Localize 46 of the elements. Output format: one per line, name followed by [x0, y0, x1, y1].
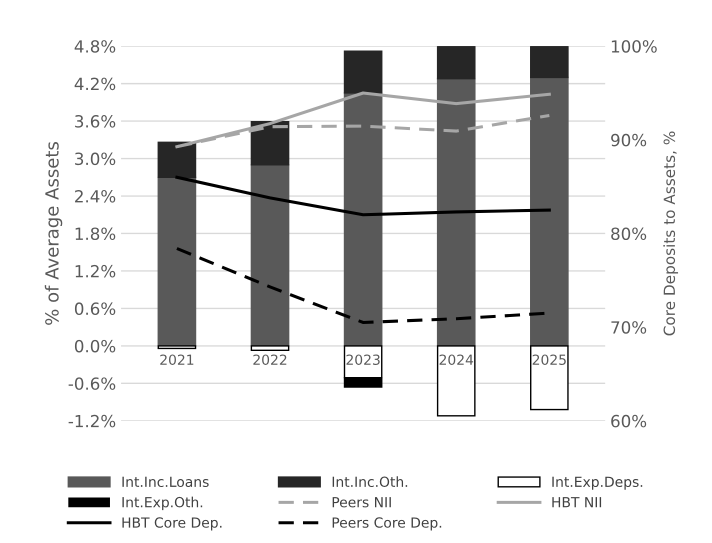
x-tick-label: 2025 — [532, 354, 566, 365]
legend-label: Peers Core Dep. — [332, 517, 442, 530]
y-tick-label: 0.6% — [74, 302, 116, 315]
legend-label: HBT NII — [552, 497, 602, 508]
y-tick-label: -0.6% — [68, 377, 116, 390]
line-series — [175, 176, 551, 216]
y2-tick-label: 80% — [611, 227, 646, 240]
x-tick-label: 2023 — [346, 354, 380, 365]
y-tick-label: 4.8% — [74, 40, 116, 53]
bar — [250, 345, 290, 351]
bar — [530, 345, 569, 410]
x-tick-label: 2022 — [253, 354, 286, 365]
y-tick-label: 0.0% — [74, 340, 116, 352]
legend-label: Int.Exp.Oth. — [122, 496, 202, 510]
x-tick-label: 2021 — [160, 354, 194, 365]
legend-label: Int.Inc.Loans — [122, 476, 209, 488]
x-tick-label: 2024 — [440, 354, 474, 365]
bar — [250, 164, 290, 347]
bar — [530, 46, 569, 78]
y2-tick-label: 90% — [611, 134, 646, 146]
y-axis-title: % of Average Assets — [44, 142, 62, 325]
bar — [158, 176, 196, 347]
y2-tick-label: 60% — [611, 414, 646, 428]
y-tick-label: 3.0% — [75, 152, 116, 166]
legend-label: Int.Inc.Oth. — [332, 476, 408, 488]
bar — [250, 121, 290, 166]
bar — [530, 76, 569, 347]
y-tick-label: -1.2% — [68, 414, 116, 428]
bar — [436, 78, 476, 347]
y-tick-label: 4.2% — [74, 78, 116, 90]
bar — [436, 46, 476, 80]
bar — [344, 92, 382, 347]
y2-axis-title: Core Deposits to Assets, % — [663, 132, 678, 336]
y-tick-label: 1.2% — [76, 264, 116, 278]
bar — [436, 345, 476, 417]
bar — [344, 50, 382, 94]
y2-tick-label: 70% — [611, 321, 646, 334]
legend-label: Peers NII — [332, 497, 391, 508]
y-tick-label: 3.6% — [75, 115, 116, 128]
y-tick-label: 1.8% — [76, 227, 116, 240]
bar — [158, 142, 196, 178]
y2-tick-label: 100% — [612, 40, 657, 53]
y-tick-label: 2.4% — [75, 190, 116, 203]
legend-label: Int.Exp.Deps. — [552, 476, 642, 490]
legend-label: HBT Core Dep. — [122, 517, 222, 530]
bar — [158, 345, 196, 350]
